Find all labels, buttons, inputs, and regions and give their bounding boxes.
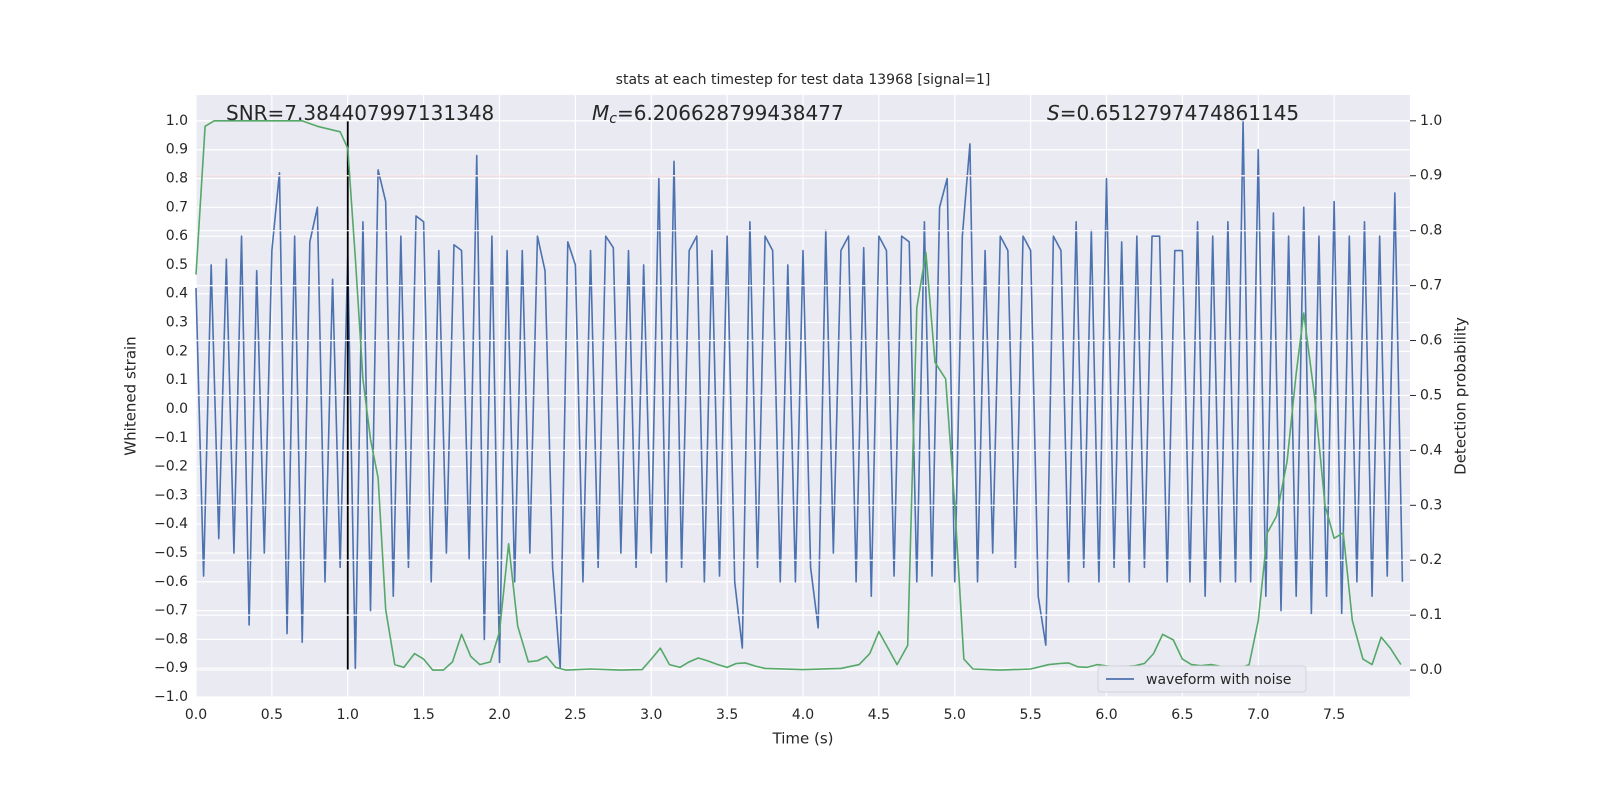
y-axis-label: Whitened strain: [122, 336, 140, 455]
annotation-text: =6.206628799438477: [617, 101, 844, 125]
annotation-text: SNR=7.384407997131348: [226, 101, 494, 125]
y2-tick-label: 0.1: [1420, 607, 1442, 623]
y2-tick-label: 0.9: [1420, 168, 1442, 184]
y-tick-label: 0.0: [166, 401, 188, 417]
x-tick-label: 5.0: [944, 707, 966, 723]
waveform-line: [195, 120, 1404, 669]
y-tick-label: 0.9: [166, 142, 188, 158]
x-tick-label: 2.0: [488, 707, 510, 723]
x-tick-label: 3.0: [640, 707, 662, 723]
x-tick-label: 4.0: [792, 707, 814, 723]
y-tick-label: 0.6: [166, 228, 188, 244]
y-tick-label: −1.0: [154, 689, 188, 705]
y-tick-label: −0.9: [154, 660, 188, 676]
y-tick-label: −0.7: [154, 603, 188, 619]
annotation-text: =0.6512797474861145: [1060, 101, 1299, 125]
legend-label: waveform with noise: [1146, 672, 1291, 688]
annotation: S=0.6512797474861145: [1047, 101, 1299, 125]
x-tick-label: 5.5: [1019, 707, 1041, 723]
x-tick-label: 6.0: [1095, 707, 1117, 723]
y2-tick-label: 0.2: [1420, 552, 1442, 568]
y-tick-label: −0.5: [154, 545, 188, 561]
x-tick-label: 7.0: [1247, 707, 1269, 723]
annotation: Mc=6.206628799438477: [592, 101, 844, 128]
y-tick-label: 0.4: [166, 286, 188, 302]
x-tick-label: 3.5: [716, 707, 738, 723]
y2-tick-label: 0.0: [1420, 662, 1442, 678]
y-tick-label: 1.0: [166, 113, 188, 129]
chart-title: stats at each timestep for test data 139…: [616, 72, 991, 88]
y2-tick-label: 0.8: [1420, 223, 1442, 239]
y-tick-label: −0.3: [154, 487, 188, 503]
x-tick-label: 1.5: [412, 707, 434, 723]
y-tick-label: 0.8: [166, 171, 188, 187]
annotation: SNR=7.384407997131348: [226, 101, 494, 125]
x-tick-label: 0.5: [261, 707, 283, 723]
y2-axis-label: Detection probability: [1452, 317, 1470, 475]
legend-box: [1097, 665, 1307, 693]
y-tick-label: 0.2: [166, 343, 188, 359]
annotation-var: M: [592, 101, 609, 125]
y2-tick-label: 1.0: [1420, 113, 1442, 129]
y-tick-label: 0.1: [166, 372, 188, 388]
y-tick-label: −0.4: [154, 516, 188, 532]
y-tick-label: −0.8: [154, 631, 188, 647]
x-tick-label: 6.5: [1171, 707, 1193, 723]
y2-tick-label: 0.4: [1420, 442, 1442, 458]
y2-tick-label: 0.6: [1420, 333, 1442, 349]
x-tick-label: 0.0: [185, 707, 207, 723]
y-tick-label: 0.3: [166, 315, 188, 331]
y-tick-label: 0.5: [166, 257, 188, 273]
x-tick-label: 7.5: [1323, 707, 1345, 723]
x-axis-label: Time (s): [772, 730, 834, 748]
y-tick-label: −0.6: [154, 574, 188, 590]
annotation-sub: c: [609, 111, 617, 127]
y2-tick-label: 0.3: [1420, 497, 1442, 513]
x-tick-label: 4.5: [868, 707, 890, 723]
x-tick-label: 1.0: [337, 707, 359, 723]
y-tick-label: −0.2: [154, 459, 188, 475]
annotation-var: S: [1047, 101, 1060, 125]
x-tick-label: 2.5: [564, 707, 586, 723]
y-tick-label: 0.7: [166, 199, 188, 215]
y2-tick-label: 0.5: [1420, 387, 1442, 403]
y-tick-label: −0.1: [154, 430, 188, 446]
y2-tick-label: 0.7: [1420, 278, 1442, 294]
